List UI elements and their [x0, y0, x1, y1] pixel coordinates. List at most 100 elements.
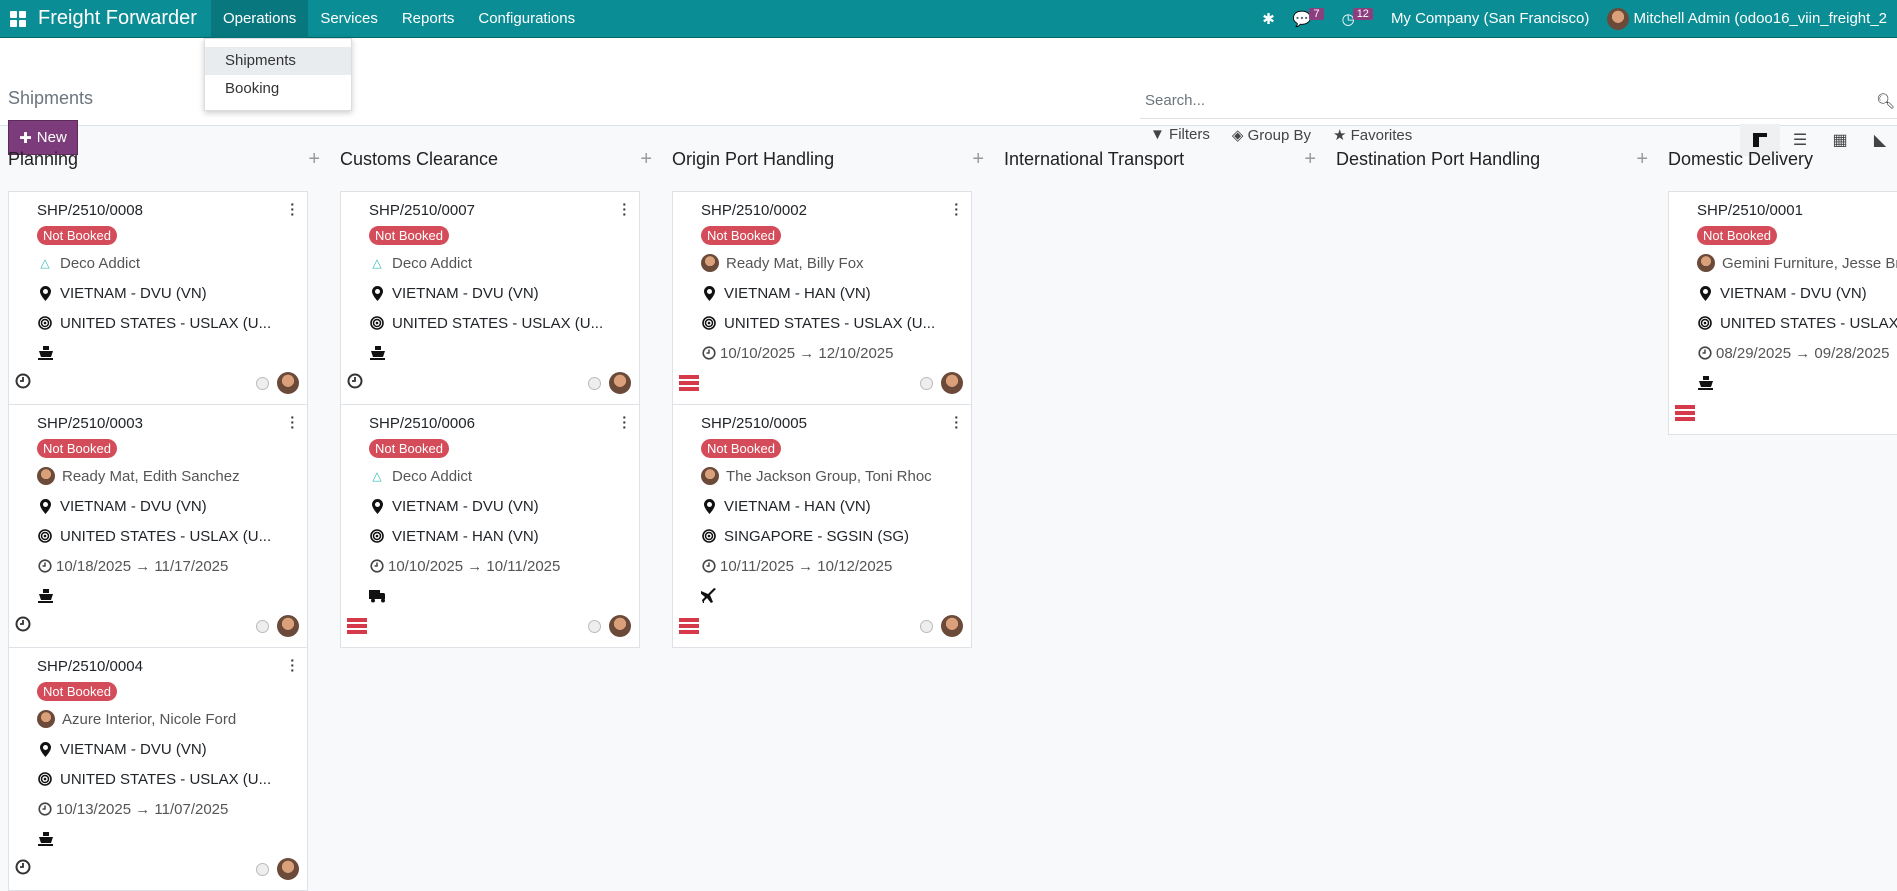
search-icon[interactable]: 🔍︎ [1875, 92, 1895, 110]
column-title: Origin Port Handling [672, 149, 835, 169]
company-logo-icon: △ [372, 256, 382, 270]
favorites-button[interactable]: ★ Favorites [1333, 126, 1412, 144]
app-brand[interactable]: Freight Forwarder [0, 7, 211, 30]
card-footer [15, 368, 299, 398]
shipment-card[interactable]: · · · SHP/2510/0003 Not Booked Ready Mat, … [8, 404, 308, 648]
card-menu-icon[interactable]: · · · [290, 409, 295, 435]
date-range: 10/10/2025 → 12/10/2025 [720, 344, 894, 362]
status-badge: Not Booked [369, 438, 449, 458]
target-icon [37, 772, 53, 786]
user-menu[interactable]: Mitchell Admin (odoo16_viin_freight_2 [1607, 7, 1887, 30]
card-menu-icon[interactable]: · · · [622, 409, 627, 435]
activity-clock-icon[interactable] [15, 373, 31, 393]
quick-create-plus-icon[interactable]: + [308, 148, 320, 170]
status-badge: Not Booked [701, 225, 781, 245]
card-menu-icon[interactable]: · · · [954, 196, 959, 222]
quick-create-plus-icon[interactable]: + [640, 148, 652, 170]
target-icon [701, 316, 717, 330]
card-menu-icon[interactable]: · · · [622, 196, 627, 222]
target-icon [369, 529, 385, 543]
assignee-avatar [277, 858, 299, 880]
truck-icon [369, 589, 385, 603]
priority-circle[interactable] [920, 376, 933, 390]
shipment-ref: SHP/2510/0005 [701, 414, 807, 432]
quick-create-plus-icon[interactable]: + [1636, 148, 1648, 170]
status-badge: Not Booked [37, 681, 117, 701]
operations-dropdown: Shipments Booking [204, 38, 352, 111]
card-menu-icon[interactable]: · · · [290, 196, 295, 222]
kanban-column: Origin Port Handling + · · · SHP/2510/0002 N… [664, 127, 996, 891]
target-icon [37, 316, 53, 330]
activities-button[interactable]: ◷ 12 [1342, 7, 1373, 28]
priority-circle[interactable] [920, 619, 933, 633]
card-menu-icon[interactable]: · · · [290, 652, 295, 678]
menu-configurations[interactable]: Configurations [478, 10, 576, 27]
activities-count: 12 [1352, 7, 1373, 20]
calendar-view-button[interactable]: ▦ [1832, 132, 1848, 149]
priority-circle[interactable] [588, 376, 601, 390]
partner-name: Azure Interior, Nicole Ford [62, 710, 237, 728]
menu-reports[interactable]: Reports [401, 10, 455, 27]
column-header: Domestic Delivery+ [1668, 127, 1897, 192]
quick-create-plus-icon[interactable]: + [972, 148, 984, 170]
destination-port: UNITED STATES - USLAX (U... [392, 314, 604, 332]
shipment-card[interactable]: ··· SHP/2510/0001 Not Booked Gemini Furn… [1668, 191, 1897, 435]
top-navbar: Freight Forwarder Operations Services Re… [0, 0, 1897, 38]
kanban-icon [1753, 133, 1767, 147]
menu-operations[interactable]: Operations [210, 0, 309, 38]
search-input[interactable]: Search... 🔍︎ [1140, 83, 1897, 119]
map-marker-icon [37, 741, 53, 757]
clock-icon [37, 559, 53, 573]
shipment-card[interactable]: · · · SHP/2510/0007 Not Booked △ Deco Addic… [340, 191, 640, 405]
messages-button[interactable]: 💬 7 [1292, 7, 1324, 28]
card-menu-icon[interactable]: · · · [954, 409, 959, 435]
activity-clock-icon[interactable] [15, 859, 31, 879]
stack-icon[interactable] [679, 618, 699, 634]
plus-icon: ✚ [19, 129, 32, 147]
activity-clock-icon[interactable] [15, 616, 31, 636]
filters-button[interactable]: ▼ Filters [1150, 126, 1210, 144]
shipment-ref: SHP/2510/0001 [1697, 201, 1803, 219]
map-marker-icon [369, 285, 385, 301]
debug-bug-icon[interactable]: ✱ [1262, 10, 1275, 28]
stack-icon[interactable] [679, 375, 699, 391]
shipment-card[interactable]: · · · SHP/2510/0004 Not Booked Azure Inter… [8, 647, 308, 891]
map-marker-icon [701, 285, 717, 301]
chat-icon: 💬 [1292, 10, 1312, 28]
company-switcher[interactable]: My Company (San Francisco) [1390, 10, 1590, 27]
date-range: 10/13/2025 → 11/07/2025 [56, 800, 229, 818]
graph-view-button[interactable]: ◣ [1873, 132, 1887, 149]
priority-circle[interactable] [588, 619, 601, 633]
quick-create-plus-icon[interactable]: + [1304, 148, 1316, 170]
stack-icon[interactable] [1675, 405, 1695, 421]
shipment-card[interactable]: · · · SHP/2510/0006 Not Booked △ Deco Addic… [340, 404, 640, 648]
dropdown-item-booking[interactable]: Booking [225, 80, 280, 97]
company-logo-icon: △ [372, 469, 382, 483]
column-header: Customs Clearance + [340, 127, 656, 192]
priority-circle[interactable] [256, 376, 269, 390]
destination-port: UNITED STATES - USLAX (U... [724, 314, 936, 332]
origin-port: VIETNAM - DVU (VN) [1720, 284, 1867, 302]
menu-services[interactable]: Services [320, 10, 378, 27]
group-by-button[interactable]: ◈ Group By [1232, 126, 1311, 144]
user-avatar [1607, 7, 1630, 30]
column-title: Domestic Delivery [1668, 149, 1814, 169]
origin-port: VIETNAM - DVU (VN) [392, 497, 539, 515]
apps-menu-icon[interactable] [10, 10, 26, 27]
kanban-view-button[interactable] [1740, 124, 1780, 156]
activity-clock-icon[interactable] [347, 373, 363, 393]
shipment-ref: SHP/2510/0007 [369, 201, 475, 219]
dropdown-item-shipments[interactable]: Shipments [205, 47, 351, 75]
partner-avatar [701, 467, 719, 485]
plane-icon [701, 588, 717, 604]
list-view-button[interactable]: ☰ [1792, 132, 1808, 149]
new-button[interactable]: ✚ New [8, 120, 78, 155]
shipment-card[interactable]: · · · SHP/2510/0002 Not Booked Ready Mat, … [672, 191, 972, 405]
shipment-ref: SHP/2510/0008 [37, 201, 143, 219]
stack-icon[interactable] [347, 618, 367, 634]
shipment-card[interactable]: · · · SHP/2510/0008 Not Booked △ Deco Addic… [8, 191, 308, 405]
priority-circle[interactable] [256, 619, 269, 633]
priority-circle[interactable] [256, 862, 269, 876]
shipment-card[interactable]: · · · SHP/2510/0005 Not Booked The Jackson… [672, 404, 972, 648]
group-by-label: Group By [1247, 127, 1311, 144]
